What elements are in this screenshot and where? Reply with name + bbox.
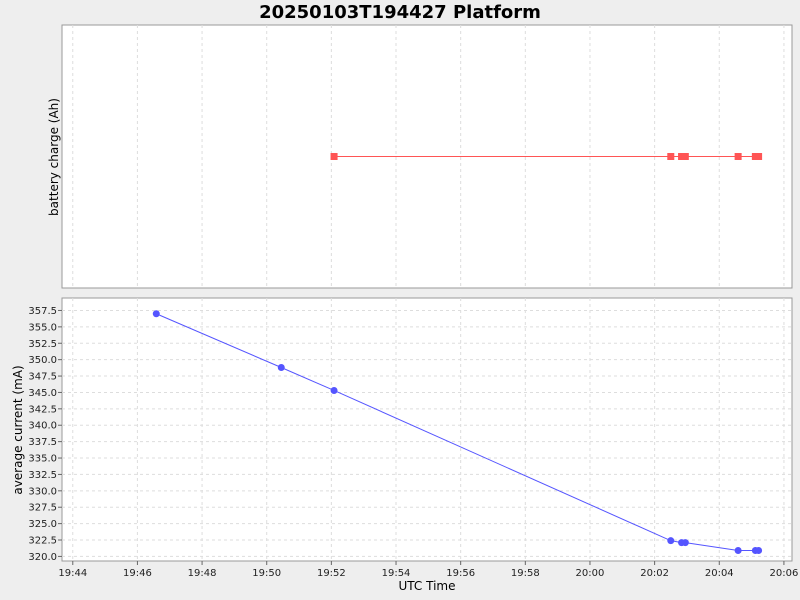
y-tick-label-9: 342.5 xyxy=(28,404,57,415)
x-tick-label-11: 20:06 xyxy=(770,568,799,579)
x-tick-label-1: 19:46 xyxy=(123,568,152,579)
y-tick-label-6: 335.0 xyxy=(28,454,57,465)
top-point-0 xyxy=(330,153,338,160)
bottom-point-5 xyxy=(681,539,689,547)
y-tick-label-2: 325.0 xyxy=(28,519,57,530)
x-tick-label-10: 20:04 xyxy=(705,568,734,579)
bottom-point-6 xyxy=(734,547,742,555)
bottom-point-8 xyxy=(755,547,763,555)
x-tick-label-2: 19:48 xyxy=(188,568,217,579)
bottom-point-3 xyxy=(667,537,675,545)
top-panel: battery charge (Ah) xyxy=(47,24,793,289)
bottom-panel: 320.0 322.5 325.0 327.5 330.0 332.5 335.0 337.5… xyxy=(11,297,793,563)
top-y-axis-label: battery charge (Ah) xyxy=(47,98,61,216)
x-tick-label-0: 19:44 xyxy=(58,568,87,579)
bottom-point-1 xyxy=(277,364,285,372)
top-point-3 xyxy=(681,153,689,160)
bottom-y-ticks: 320.0 322.5 325.0 327.5 330.0 332.5 335.0 337.5… xyxy=(28,306,62,563)
x-tick-label-7: 19:58 xyxy=(511,568,540,579)
y-tick-label-13: 352.5 xyxy=(28,339,57,350)
y-tick-label-7: 337.5 xyxy=(28,437,57,448)
y-tick-label-1: 322.5 xyxy=(28,536,57,547)
bottom-plot-area xyxy=(61,297,793,562)
y-tick-label-14: 355.0 xyxy=(28,322,57,333)
y-tick-label-8: 340.0 xyxy=(28,421,57,432)
top-grid xyxy=(72,25,785,288)
x-tick-label-6: 19:56 xyxy=(446,568,475,579)
top-point-2 xyxy=(678,153,686,160)
y-tick-label-11: 347.5 xyxy=(28,372,57,383)
x-tick-label-4: 19:52 xyxy=(317,568,346,579)
top-point-1 xyxy=(667,153,675,160)
top-point-4 xyxy=(734,153,742,160)
x-axis-ticks: 19:44 19:46 19:48 19:50 19:52 19:54 19:56 19:58… xyxy=(58,561,798,579)
top-series xyxy=(330,153,763,160)
y-tick-label-10: 345.0 xyxy=(28,388,57,399)
y-tick-label-4: 330.0 xyxy=(28,486,57,497)
bottom-series xyxy=(152,310,763,555)
chart-title: 20250103T194427 Platform xyxy=(259,2,541,23)
bottom-point-2 xyxy=(330,386,338,394)
bottom-y-axis-label: average current (mA) xyxy=(11,365,25,494)
y-tick-label-12: 350.0 xyxy=(28,355,57,366)
x-tick-label-3: 19:50 xyxy=(252,568,281,579)
x-tick-label-8: 20:00 xyxy=(576,568,605,579)
x-tick-label-5: 19:54 xyxy=(382,568,411,579)
bottom-grid xyxy=(62,298,792,561)
bottom-point-0 xyxy=(152,310,160,318)
top-point-6 xyxy=(755,153,763,160)
y-tick-label-3: 327.5 xyxy=(28,503,57,514)
y-tick-label-0: 320.0 xyxy=(28,552,57,563)
y-tick-label-15: 357.5 xyxy=(28,306,57,317)
y-tick-label-5: 332.5 xyxy=(28,470,57,481)
x-tick-label-9: 20:02 xyxy=(640,568,669,579)
x-axis-label: UTC Time xyxy=(399,579,456,593)
